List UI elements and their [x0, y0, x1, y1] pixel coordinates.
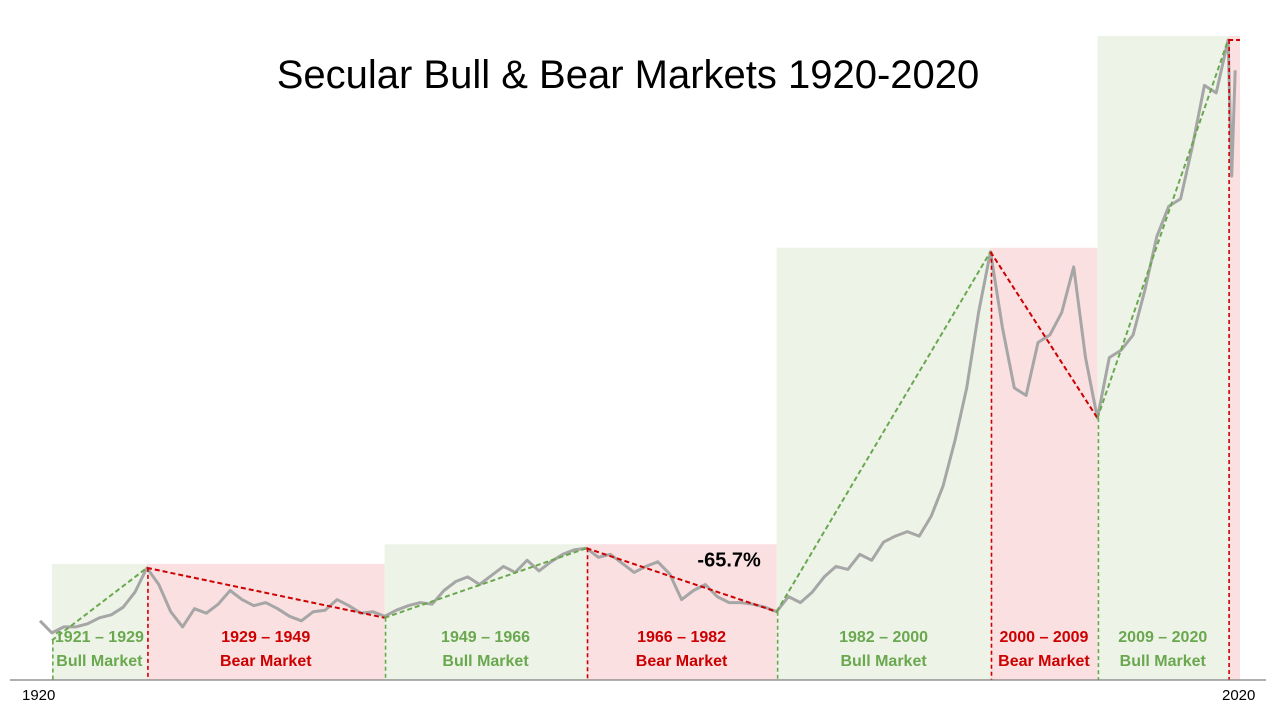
trend-line-6	[1096, 39, 1230, 419]
period-kind-label: Bear Market	[998, 653, 1090, 670]
period-box-bull-4	[776, 247, 991, 680]
period-boxes	[51, 36, 1240, 680]
period-box-bear-7	[1228, 36, 1240, 680]
period-kind-label: Bear Market	[220, 653, 312, 670]
period-years-label: 1929 – 1949	[221, 629, 310, 646]
period-kind-label: Bull Market	[442, 653, 529, 670]
period-years-label: 2009 – 2020	[1118, 629, 1207, 646]
period-box-bull-0	[51, 563, 147, 680]
period-kind-label: Bull Market	[840, 653, 927, 670]
trend-line-1	[146, 566, 385, 619]
period-years-label: 1949 – 1966	[441, 629, 530, 646]
annotations: -65.7%	[697, 549, 761, 571]
period-years-label: 1921 – 1929	[55, 629, 144, 646]
trend-line-0	[51, 567, 148, 642]
period-years-label: 2000 – 2009	[999, 629, 1088, 646]
trend-line-5	[989, 251, 1099, 419]
price-line	[38, 38, 1237, 635]
trend-lines	[51, 39, 1240, 642]
trend-line-2	[384, 547, 587, 619]
period-kind-label: Bull Market	[1120, 653, 1207, 670]
period-boundary-lines	[52, 40, 1230, 680]
period-years-label: 1982 – 2000	[839, 629, 928, 646]
trend-line-4	[775, 251, 992, 613]
period-box-bear-5	[990, 247, 1098, 680]
period-years-label: 1966 – 1982	[637, 629, 726, 646]
chart-title: Secular Bull & Bear Markets 1920-2020	[277, 53, 980, 97]
price-line-layer	[38, 38, 1237, 635]
period-kind-label: Bull Market	[56, 653, 143, 670]
x-axis-start-label: 1920	[22, 687, 55, 704]
period-box-bull-2	[384, 544, 587, 680]
period-box-bear-3	[586, 544, 777, 680]
annotation-drawdown: -65.7%	[697, 549, 761, 571]
x-axis-end-label: 2020	[1222, 687, 1255, 704]
trend-line-3	[586, 547, 777, 613]
period-box-bull-6	[1097, 36, 1229, 680]
period-labels: 1921 – 1929 Bull Market 1929 – 1949 Bear Ma…	[55, 629, 1207, 670]
period-kind-label: Bear Market	[636, 653, 728, 670]
